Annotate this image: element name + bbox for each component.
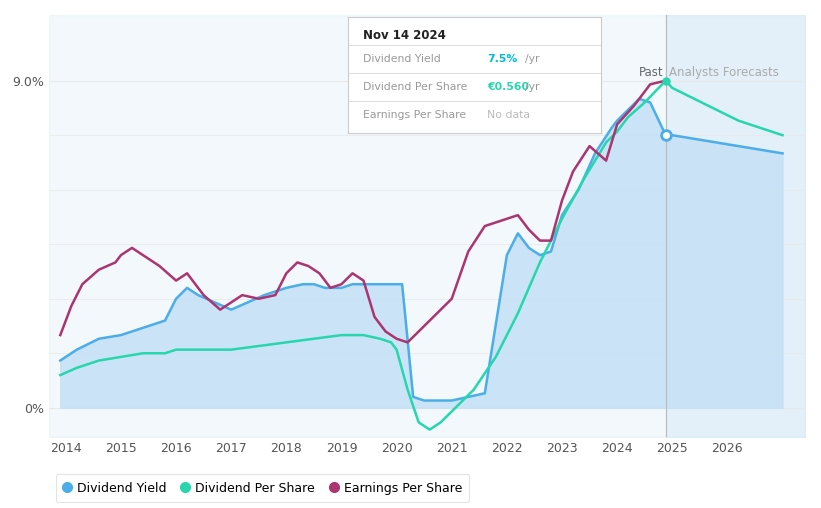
Text: Analysts Forecasts: Analysts Forecasts [669,66,779,79]
Legend: Dividend Yield, Dividend Per Share, Earnings Per Share: Dividend Yield, Dividend Per Share, Earn… [56,474,470,502]
Text: Past: Past [639,66,663,79]
